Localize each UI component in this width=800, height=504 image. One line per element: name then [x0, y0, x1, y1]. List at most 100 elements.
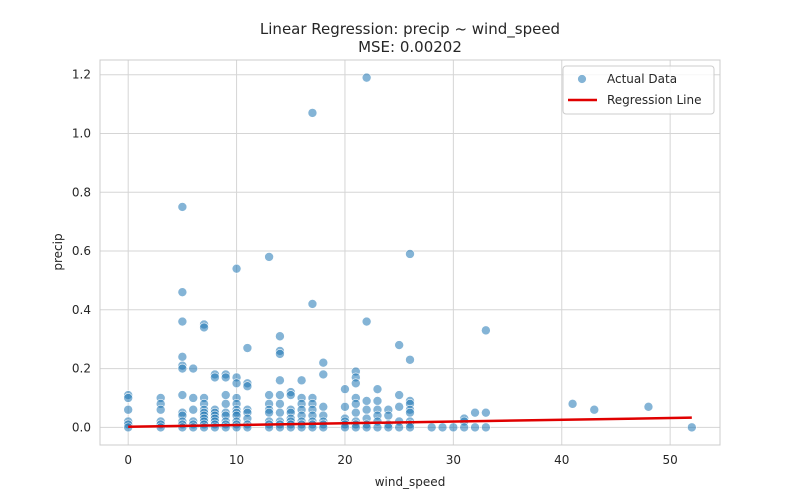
data-point: [394, 401, 404, 412]
data-point: [437, 422, 448, 433]
data-point: [643, 401, 654, 412]
data-point: [372, 396, 383, 406]
data-point: [687, 422, 697, 433]
data-point: [470, 422, 480, 433]
data-point: [264, 407, 274, 418]
legend: Actual Data Regression Line: [562, 65, 715, 115]
y-tick-label: 1.2: [72, 68, 91, 82]
y-tick-labels: 0.0 0.2 0.4 0.6 0.8 1.0 1.2: [72, 68, 91, 435]
chart-title: Linear Regression: precip ~ wind_speed: [260, 20, 560, 39]
y-tick-label: 1.0: [72, 126, 91, 140]
data-point: [199, 422, 209, 433]
data-point: [351, 407, 361, 418]
data-point: [470, 407, 480, 418]
data-point: [199, 322, 209, 333]
data-point: [405, 422, 415, 433]
data-point: [394, 390, 404, 400]
x-axis-label: wind_speed: [375, 475, 446, 489]
data-point: [177, 352, 188, 362]
data-point: [188, 393, 199, 403]
data-point: [394, 422, 404, 433]
data-point: [318, 401, 329, 412]
data-point: [177, 316, 188, 327]
data-point: [188, 363, 199, 374]
data-point: [220, 390, 231, 400]
data-point: [264, 390, 274, 400]
data-point: [318, 369, 329, 380]
data-point: [394, 340, 404, 350]
data-point: [275, 331, 285, 342]
regression-line: [128, 416, 692, 429]
x-tick-label: 10: [229, 453, 244, 467]
data-point: [177, 287, 188, 297]
x-tick-labels: 0 10 20 30 40 50: [124, 453, 677, 467]
data-point: [177, 422, 188, 433]
data-point: [340, 401, 350, 412]
data-point: [177, 390, 188, 400]
data-point: [210, 372, 220, 383]
data-point: [383, 410, 394, 421]
scatter-points: [123, 72, 697, 433]
plot-frame: [99, 59, 721, 446]
x-tick-label: 40: [554, 453, 569, 467]
data-point: [361, 72, 372, 83]
data-point: [351, 399, 361, 409]
y-tick-label: 0.4: [72, 303, 91, 317]
data-point: [275, 390, 285, 400]
data-point: [448, 422, 459, 433]
data-point: [405, 249, 415, 259]
data-point: [361, 404, 372, 415]
x-tick-label: 0: [124, 453, 132, 467]
legend-label-actual-data: Actual Data: [607, 72, 677, 86]
chart-subtitle: MSE: 0.00202: [358, 38, 462, 56]
data-point: [405, 354, 415, 365]
data-point: [275, 375, 285, 386]
data-point: [275, 399, 285, 409]
data-point: [383, 422, 394, 433]
data-point: [459, 422, 469, 433]
data-point: [481, 422, 491, 433]
data-point: [285, 390, 296, 400]
data-point: [155, 404, 166, 415]
y-tick-label: 0.0: [72, 420, 91, 434]
data-point: [351, 378, 361, 389]
data-point: [567, 399, 578, 409]
y-tick-label: 0.8: [72, 185, 91, 199]
data-point: [361, 396, 372, 406]
data-point: [264, 252, 274, 262]
data-point: [242, 381, 253, 392]
y-tick-label: 0.6: [72, 244, 91, 258]
data-point: [307, 299, 318, 309]
data-point: [426, 422, 437, 433]
data-point: [372, 422, 383, 433]
data-point: [296, 375, 307, 386]
data-point: [318, 357, 329, 368]
data-point: [220, 399, 231, 409]
data-point: [231, 263, 242, 274]
legend-label-regression-line: Regression Line: [607, 93, 701, 107]
data-point: [242, 343, 253, 353]
x-tick-label: 30: [446, 453, 461, 467]
data-point: [123, 404, 133, 415]
data-point: [220, 372, 231, 383]
data-point: [188, 422, 199, 433]
data-point: [275, 349, 285, 359]
data-point: [361, 316, 372, 327]
legend-marker-actual-data: [577, 74, 587, 84]
data-point: [589, 404, 600, 415]
data-point: [188, 404, 199, 415]
data-point: [481, 325, 491, 336]
data-point: [275, 407, 285, 418]
data-point: [177, 363, 188, 374]
regression-line-layer: [128, 416, 692, 429]
data-point: [177, 202, 188, 212]
data-point: [405, 407, 415, 418]
y-tick-label: 0.2: [72, 362, 91, 376]
x-tick-label: 20: [337, 453, 352, 467]
data-point: [340, 384, 350, 394]
x-tick-label: 50: [662, 453, 677, 467]
data-point: [372, 384, 383, 394]
legend-box: [562, 65, 715, 115]
